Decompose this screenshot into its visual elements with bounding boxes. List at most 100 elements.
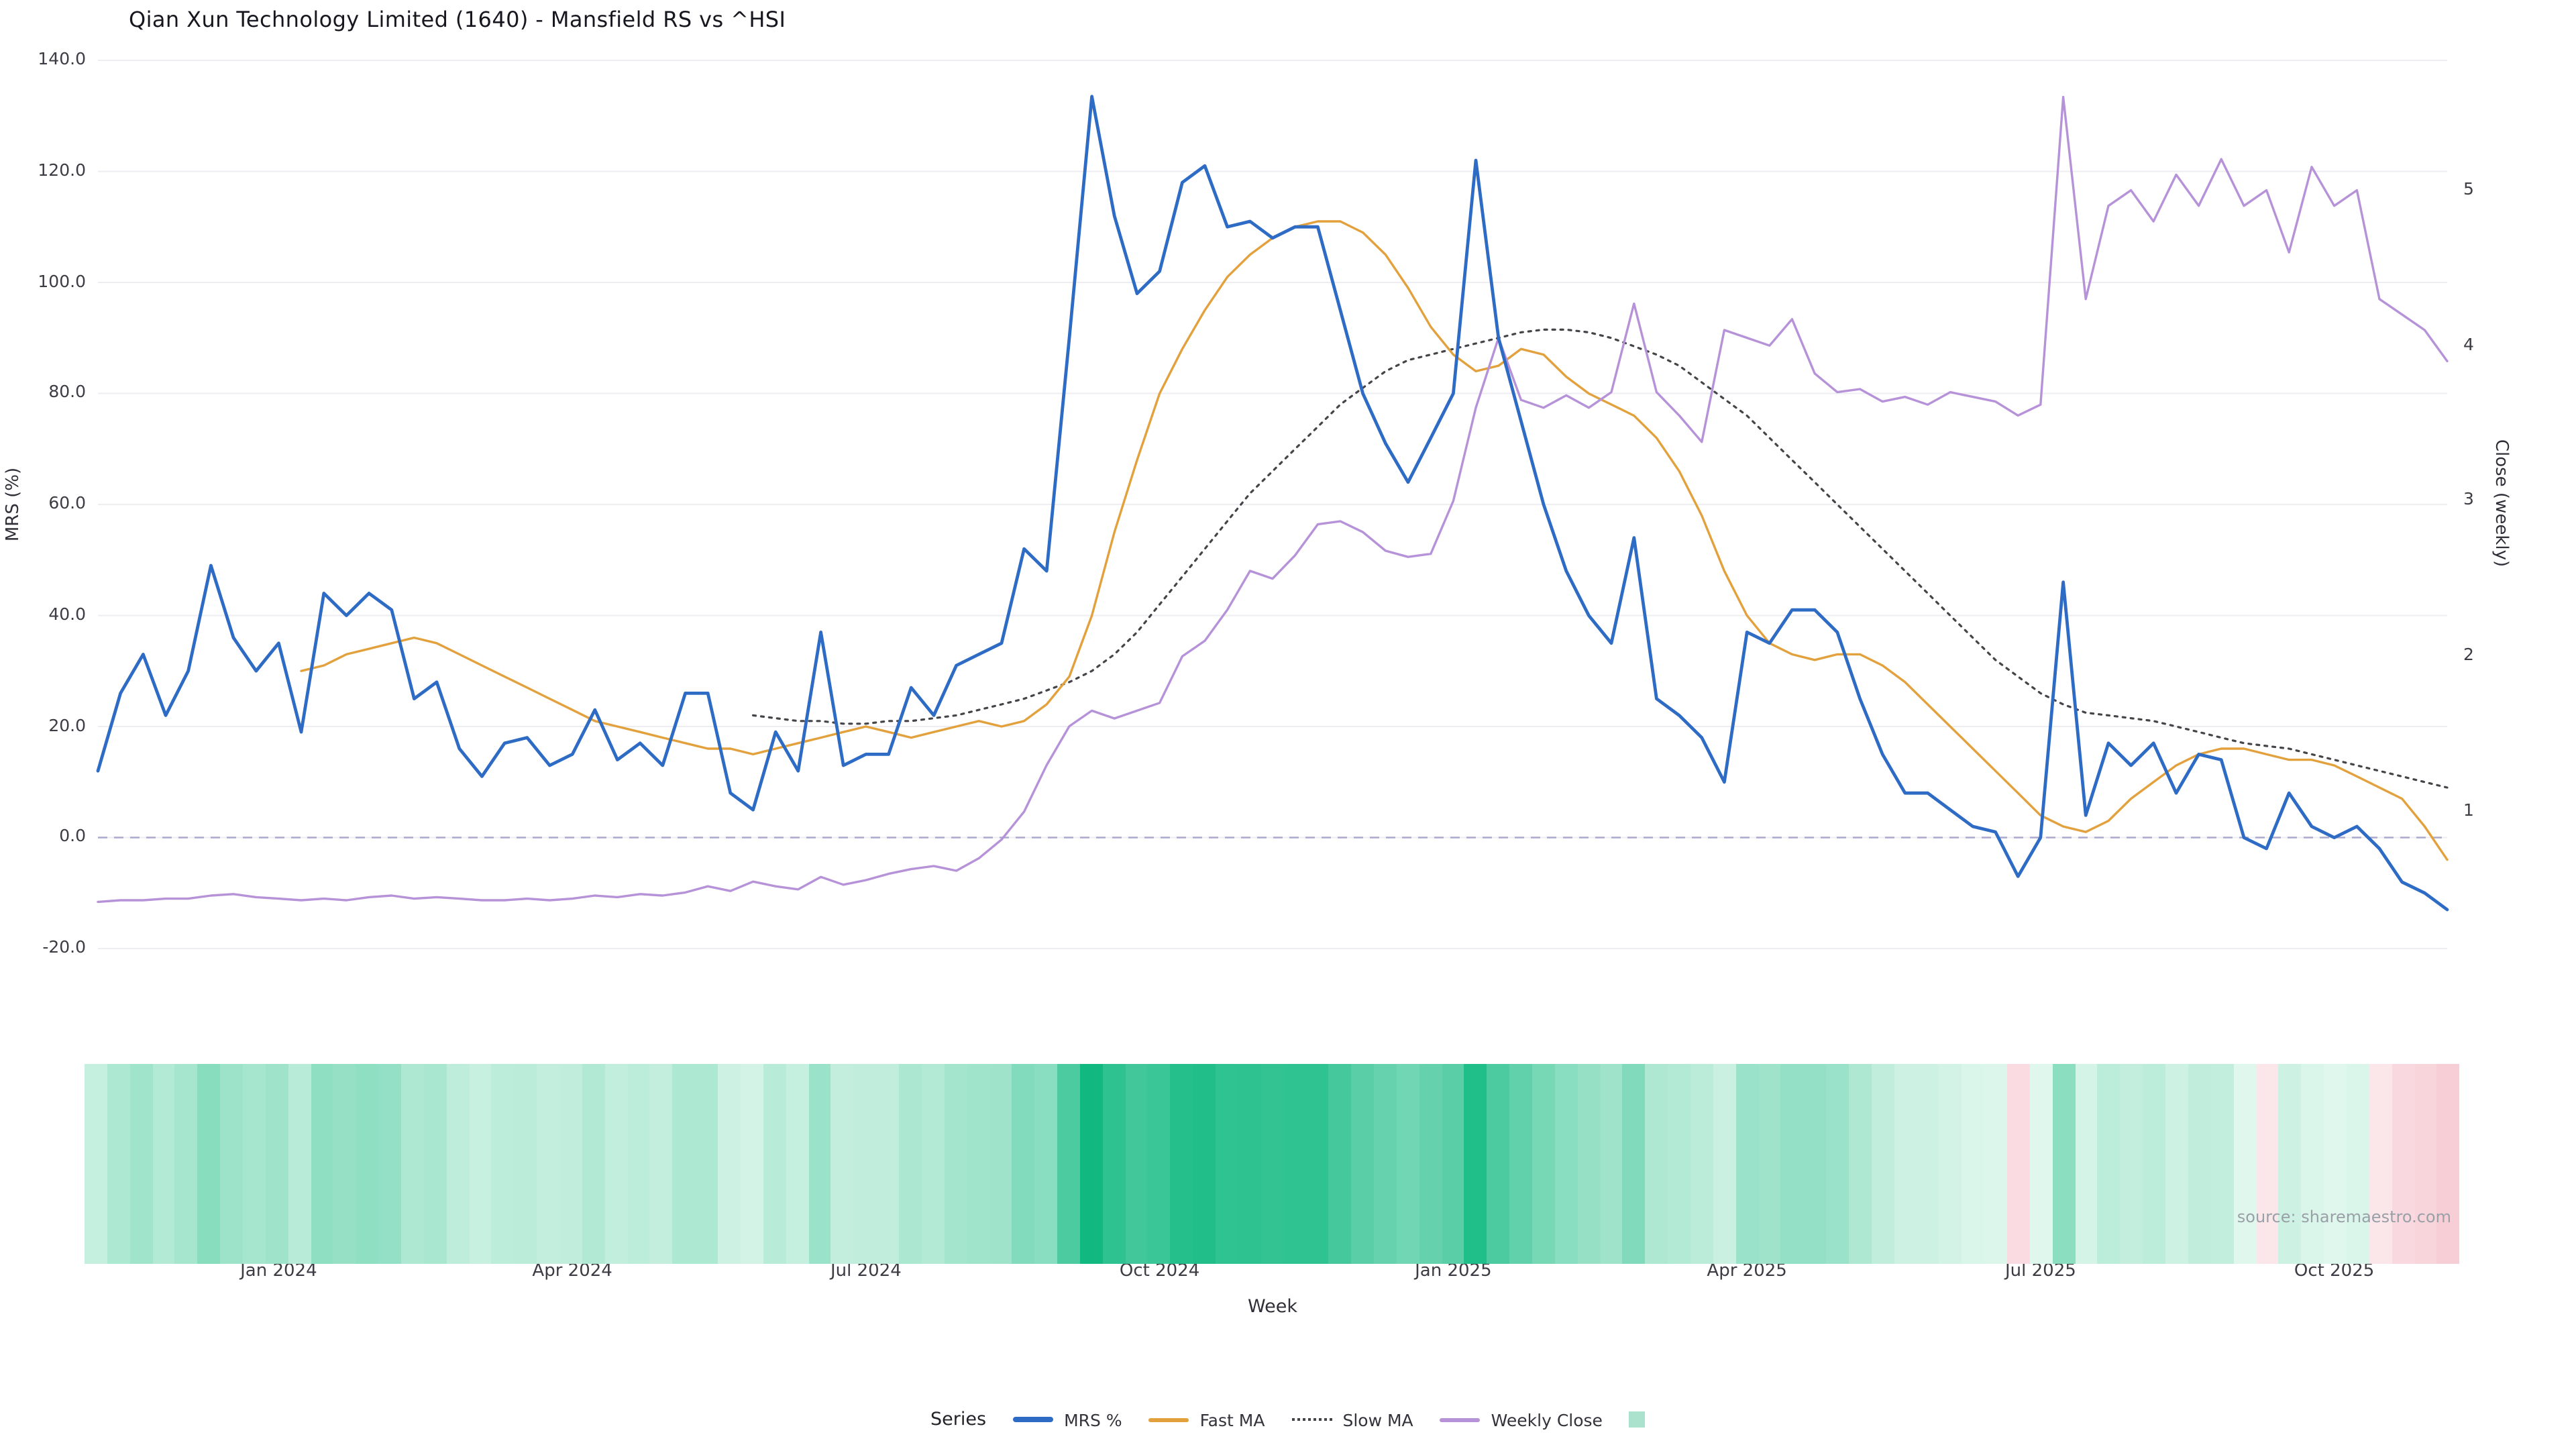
heatmap-cell — [265, 1064, 288, 1264]
heatmap-cell — [1984, 1064, 2008, 1264]
heatmap-cell — [197, 1064, 221, 1264]
heatmap-cell — [1260, 1064, 1284, 1264]
source-credit: source: sharemaestro.com — [2237, 1208, 2451, 1226]
heatmap-cell — [1419, 1064, 1442, 1264]
heatmap-cell — [1758, 1064, 1781, 1264]
heatmap-cell — [469, 1064, 492, 1264]
heatmap-cell — [1939, 1064, 1962, 1264]
heatmap-cell — [1396, 1064, 1419, 1264]
heatmap-cell — [2165, 1064, 2188, 1264]
heatmap-cell — [356, 1064, 379, 1264]
heatmap-cell — [1554, 1064, 1578, 1264]
heatmap-cell — [1102, 1064, 1126, 1264]
legend-item-fast-ma[interactable]: Fast MA — [1148, 1409, 1265, 1430]
heatmap-cell — [1034, 1064, 1057, 1264]
heatmap-cell — [695, 1064, 718, 1264]
heatmap-cell — [1713, 1064, 1736, 1264]
heatmap-cell — [967, 1064, 989, 1264]
heatmap-cell — [1283, 1064, 1306, 1264]
chart-title: Qian Xun Technology Limited (1640) - Man… — [129, 7, 786, 32]
heatmap-cell — [1668, 1064, 1691, 1264]
heatmap-cell — [491, 1064, 515, 1264]
heatmap-cell — [129, 1064, 153, 1264]
heatmap-cell — [423, 1064, 447, 1264]
heatmap-cell — [582, 1064, 605, 1264]
heatmap-cell — [808, 1064, 831, 1264]
heatmap-cell — [1622, 1064, 1646, 1264]
y-right-tick-label: 4 — [2463, 333, 2474, 354]
legend-item-heatmap[interactable] — [1629, 1411, 1646, 1428]
heatmap-cell — [763, 1064, 786, 1264]
series-line-mrs- — [96, 95, 2449, 912]
right-axis-title: Close (weekly) — [2491, 439, 2511, 568]
legend-item-mrs[interactable]: MRS % — [1013, 1409, 1122, 1430]
heatmap-cell — [1238, 1064, 1261, 1264]
fast-ma-line-swatch-icon — [1148, 1417, 1189, 1421]
heatmap-cell — [1305, 1064, 1329, 1264]
heatmap-cell — [2007, 1064, 2030, 1264]
heatmap-cell — [2346, 1064, 2369, 1264]
heatmap-cell — [2392, 1064, 2415, 1264]
heatmap-cell — [2301, 1064, 2324, 1264]
y-left-tick-label: 80.0 — [48, 381, 86, 402]
heatmap-cell — [1645, 1064, 1668, 1264]
heatmap-cell — [1442, 1064, 1464, 1264]
legend-item-weekly-close[interactable]: Weekly Close — [1440, 1409, 1603, 1430]
mrs-line-swatch-icon — [1013, 1417, 1054, 1422]
heatmap-cell — [786, 1064, 808, 1264]
heatmap-cell — [718, 1064, 741, 1264]
heatmap-cell — [514, 1064, 537, 1264]
heatmap-cell — [1577, 1064, 1601, 1264]
heatmap-cell — [1871, 1064, 1894, 1264]
heatmap-cell — [830, 1064, 854, 1264]
heatmap-cell — [107, 1064, 130, 1264]
heatmap-cell — [1826, 1064, 1849, 1264]
x-tick-label: Jul 2024 — [830, 1261, 902, 1281]
weekly-close-line-swatch-icon — [1440, 1417, 1481, 1421]
heatmap-cell — [2414, 1064, 2437, 1264]
x-tick-label: Jan 2024 — [240, 1261, 317, 1281]
heatmap-cell — [944, 1064, 967, 1264]
y-right-tick-label: 2 — [2463, 644, 2474, 665]
heatmap-cell — [1894, 1064, 1917, 1264]
heatmap-cell — [2188, 1064, 2211, 1264]
heatmap-cell — [649, 1064, 673, 1264]
heatmap-cell — [989, 1064, 1012, 1264]
heatmap-cell — [1849, 1064, 1872, 1264]
heatmap-cell — [2369, 1064, 2392, 1264]
heatmap-cell — [1917, 1064, 1939, 1264]
legend-item-label: Weekly Close — [1491, 1409, 1603, 1430]
heatmap-strip[interactable] — [85, 1064, 2461, 1264]
heatmap-cell — [921, 1064, 945, 1264]
y-left-tick-label: 140.0 — [38, 48, 86, 68]
y-left-tick-label: 20.0 — [48, 714, 86, 735]
heatmap-cell — [2233, 1064, 2256, 1264]
heatmap-cell — [604, 1064, 628, 1264]
x-tick-label: Jul 2025 — [2004, 1261, 2076, 1281]
heatmap-cell — [1125, 1064, 1148, 1264]
heatmap-cell — [1803, 1064, 1827, 1264]
legend: Series MRS % Fast MA Slow MA Weekly Clos… — [0, 1409, 2576, 1430]
heatmap-cell — [740, 1064, 763, 1264]
heatmap-cell — [537, 1064, 560, 1264]
x-tick-label: Apr 2025 — [1707, 1261, 1787, 1281]
heatmap-cell — [2097, 1064, 2121, 1264]
heatmap-cell — [311, 1064, 333, 1264]
heatmap-cell — [401, 1064, 424, 1264]
x-tick-label: Jan 2025 — [1415, 1261, 1492, 1281]
series-line-weekly-close — [97, 95, 2449, 904]
heatmap-cell — [174, 1064, 198, 1264]
heatmap-cell — [1012, 1064, 1035, 1264]
heatmap-cell — [876, 1064, 899, 1264]
heatmap-cell — [243, 1064, 266, 1264]
heatmap-cell — [1532, 1064, 1555, 1264]
legend-item-slow-ma[interactable]: Slow MA — [1291, 1409, 1413, 1430]
heatmap-cell — [1509, 1064, 1532, 1264]
heatmap-cell — [1079, 1064, 1103, 1264]
heatmap-cell — [2436, 1064, 2460, 1264]
heatmap-cell — [1328, 1064, 1352, 1264]
heatmap-cell — [853, 1064, 877, 1264]
y-left-tick-label: -20.0 — [42, 936, 86, 957]
